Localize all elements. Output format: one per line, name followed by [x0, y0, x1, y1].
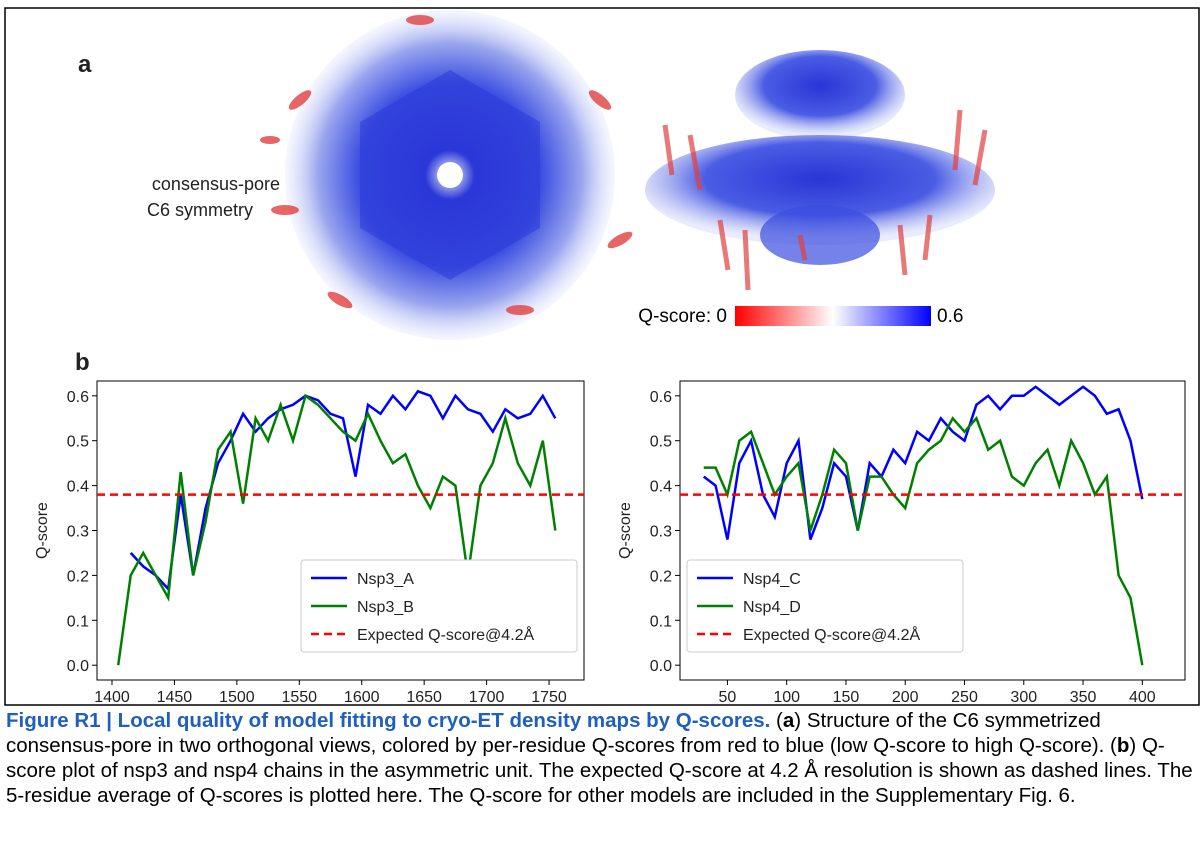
x-tick-label: 1550 — [281, 689, 317, 706]
x-tick-label: 200 — [892, 689, 919, 706]
x-tick-label: 1700 — [469, 689, 505, 706]
y-tick-label: 0.0 — [650, 658, 672, 675]
x-tick-label: 1400 — [94, 689, 130, 706]
series-line — [129, 389, 557, 592]
chart: 0.0 0.1 0.2 0.3 0.4 0.5 0.6 50 100 150 200 250 300 35… — [617, 380, 1186, 706]
x-tick-label: 1600 — [344, 689, 380, 706]
y-tick-label: 0.5 — [67, 434, 89, 451]
x-tick-label: 250 — [951, 689, 978, 706]
annotation: consensus-pore — [152, 174, 280, 194]
panel-label: b — [75, 349, 90, 376]
legend-label: Expected Q-score@4.2Å — [357, 625, 535, 644]
y-tick-label: 0.3 — [650, 524, 672, 541]
caption-plain: ) Q-score plot of nsp3 and nsp4 chains i… — [6, 734, 1193, 807]
colorbar-label: Q-score: 0 — [638, 306, 727, 327]
x-tick-label: 400 — [1129, 689, 1156, 706]
caption: Figure R1 | Local quality of model fitti… — [6, 708, 1198, 808]
y-tick-label: 0.5 — [650, 434, 672, 451]
legend-label: Nsp3_B — [357, 599, 414, 616]
caption-bold: b — [1116, 734, 1130, 757]
series-line — [116, 393, 557, 666]
y-tick-label: 0.4 — [650, 479, 672, 496]
y-tick-label: 0.3 — [67, 524, 89, 541]
legend: Nsp3_A Nsp3_B Expected Q-score@4.2Å — [300, 559, 578, 653]
colorbar-label: 0.6 — [937, 306, 963, 327]
x-tick-label: 1500 — [219, 689, 255, 706]
legend-label: Nsp4_D — [743, 599, 801, 616]
caption-plain: ( — [770, 709, 783, 732]
series-line — [703, 415, 1144, 666]
figure: a consensus-pore C6 symmetry Q-score: 0 … — [4, 7, 1200, 706]
legend-label: Expected Q-score@4.2Å — [743, 625, 921, 644]
x-tick-label: 350 — [1070, 689, 1097, 706]
legend-box — [686, 559, 964, 653]
annotation: C6 symmetry — [147, 200, 253, 220]
legend: Nsp4_C Nsp4_D Expected Q-score@4.2Å — [686, 559, 964, 653]
y-tick-label: 0.6 — [67, 389, 89, 406]
series-line — [702, 385, 1144, 540]
y-tick-label: 0.4 — [67, 479, 89, 496]
y-tick-label: 0.2 — [650, 568, 672, 585]
structure-top-view — [260, 10, 633, 340]
x-tick-label: 150 — [833, 689, 860, 706]
y-axis-label: Q-score — [617, 502, 634, 559]
x-tick-label: 50 — [719, 689, 737, 706]
y-tick-label: 0.2 — [67, 568, 89, 585]
chart: 0.0 0.1 0.2 0.3 0.4 0.5 0.6 1400 1450 1500 1550 160… — [34, 380, 585, 706]
y-tick-label: 0.1 — [67, 613, 89, 630]
legend-label: Nsp4_C — [743, 571, 801, 588]
colorbar — [735, 306, 931, 326]
x-tick-label: 300 — [1010, 689, 1037, 706]
legend-label: Nsp3_A — [357, 571, 414, 588]
caption-plain: ) Structure of the C6 symmetrized consen… — [6, 709, 1117, 757]
panel-label: a — [78, 51, 92, 78]
structure-side-view — [645, 50, 995, 291]
x-tick-label: 100 — [773, 689, 800, 706]
x-tick-label: 1650 — [406, 689, 442, 706]
y-tick-label: 0.0 — [67, 658, 89, 675]
caption-bold: a — [782, 709, 795, 732]
y-axis-label: Q-score — [34, 502, 51, 559]
y-tick-label: 0.1 — [650, 613, 672, 630]
caption-title: Figure R1 | Local quality of model fitti… — [6, 709, 771, 732]
x-tick-label: 1450 — [157, 689, 193, 706]
figure-border — [4, 7, 1200, 706]
legend-box — [300, 559, 578, 653]
y-tick-label: 0.6 — [650, 389, 672, 406]
x-tick-label: 1750 — [531, 689, 567, 706]
